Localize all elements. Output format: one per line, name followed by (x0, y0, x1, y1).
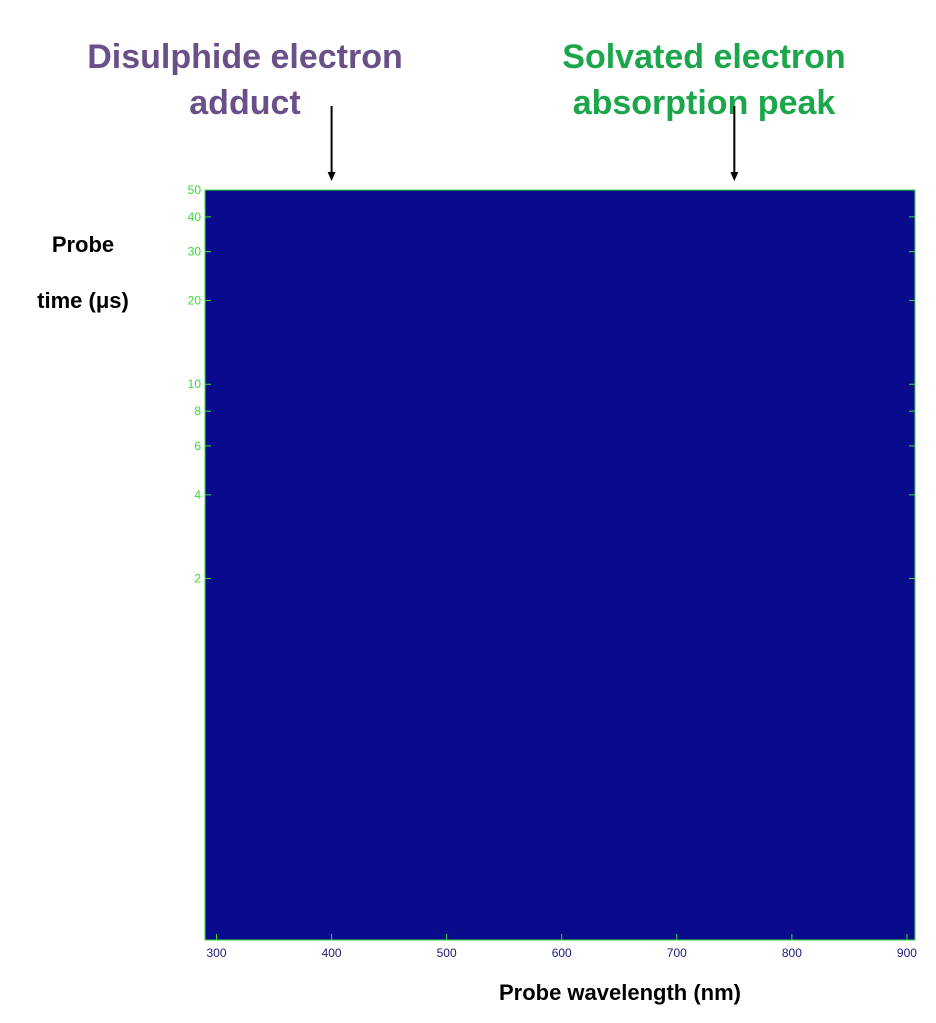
y-tick-label: 2 (194, 571, 201, 585)
y-tick-label: 4 (194, 488, 201, 502)
y-tick-label: 10 (188, 377, 202, 391)
plot-background (205, 190, 915, 940)
annotation-text: absorption peak (573, 84, 836, 122)
x-tick-label: 300 (206, 946, 226, 960)
y-tick-label: 30 (188, 245, 202, 259)
y-axis-label: time (μs) (37, 288, 129, 313)
x-tick-label: 900 (897, 946, 917, 960)
plot-frame (204, 189, 916, 941)
annotation-arrowhead (730, 172, 739, 181)
x-tick-label: 400 (322, 946, 342, 960)
annotation-text: adduct (189, 84, 300, 122)
x-tick-label: 700 (667, 946, 687, 960)
plot-area (205, 190, 915, 940)
y-tick-label: 40 (188, 210, 202, 224)
y-tick-label: 8 (194, 404, 201, 418)
y-tick-label: 50 (188, 183, 202, 197)
annotation-arrowhead (327, 172, 336, 181)
annotation-text: Disulphide electron (87, 38, 403, 76)
x-tick-label: 600 (552, 946, 572, 960)
axes: 2 4 6 8 10 20 30 40 50 300 400 500 600 700 800 900 (188, 183, 918, 960)
y-tick-label: 20 (188, 294, 202, 308)
x-tick-label: 500 (437, 946, 457, 960)
annotation-text: Solvated electron (562, 38, 845, 76)
x-tick-label: 800 (782, 946, 802, 960)
x-axis-label: Probe wavelength (nm) (499, 980, 741, 1005)
y-tick-label: 6 (194, 439, 201, 453)
y-axis-label: Probe (52, 232, 114, 257)
